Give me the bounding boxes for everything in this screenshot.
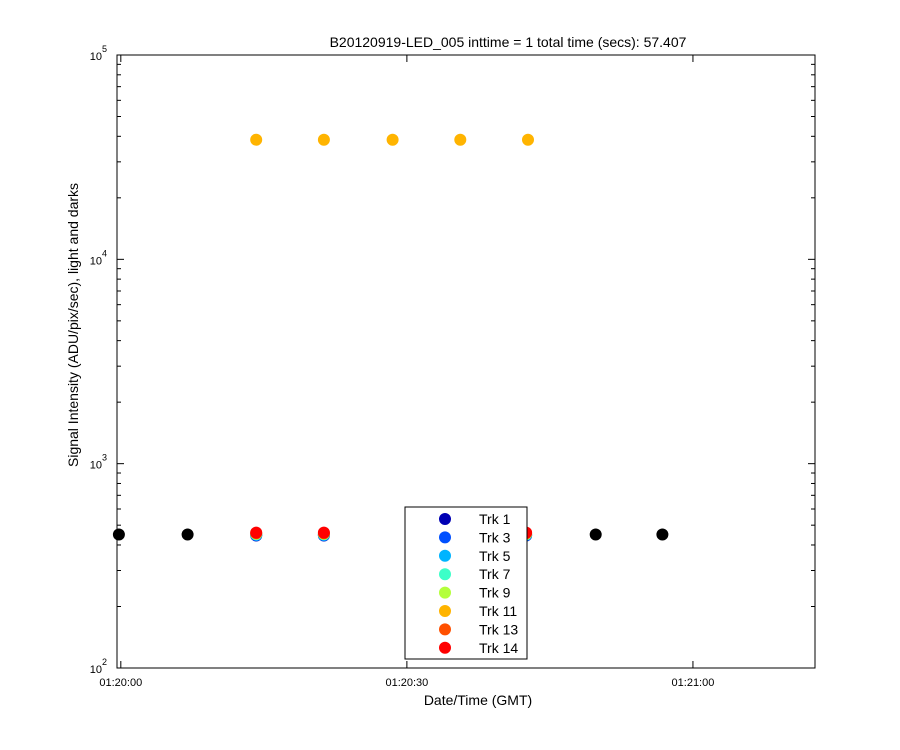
legend: Trk 1 Trk 3 Trk 5 Trk 7 Trk 9 Trk 11 Trk 13 Trk… — [404, 506, 528, 660]
data-point — [317, 526, 330, 539]
legend-marker — [439, 623, 451, 636]
legend-marker — [439, 513, 451, 525]
legend-marker — [439, 641, 451, 654]
legend-marker — [439, 605, 451, 617]
y-tick-label: 102 — [90, 657, 107, 676]
legend-label: Trk 13 — [479, 621, 518, 637]
legend-label: Trk 14 — [479, 640, 518, 656]
y-axis-ticks: 102 103 104 105 — [90, 44, 815, 676]
plot-area-frame — [116, 54, 816, 669]
y-tick-label: 104 — [90, 248, 107, 267]
data-point — [250, 526, 263, 539]
legend-label: Trk 7 — [479, 566, 511, 582]
data-point — [386, 133, 399, 146]
y-axis-label: Signal Intensity (ADU/pix/sec), light an… — [65, 183, 81, 467]
legend-label: Trk 5 — [479, 548, 511, 564]
x-tick-label: 01:20:30 — [385, 677, 428, 689]
x-axis-label: Date/Time (GMT) — [424, 692, 532, 708]
chart-title: B20120919-LED_005 inttime = 1 total time… — [330, 34, 687, 50]
x-axis-ticks: 01:20:00 01:20:30 01:21:00 — [99, 55, 714, 689]
legend-label: Trk 1 — [479, 511, 511, 527]
data-point — [589, 528, 602, 541]
legend-box — [404, 506, 528, 660]
x-tick-label: 01:20:00 — [99, 677, 142, 689]
y-tick-label: 105 — [90, 44, 107, 63]
data-point — [112, 528, 125, 541]
legend-label: Trk 11 — [479, 603, 517, 619]
data-point — [250, 133, 263, 146]
x-tick-label: 01:21:00 — [672, 677, 715, 689]
data-point — [656, 528, 669, 541]
data-points — [112, 133, 669, 542]
data-point — [522, 133, 534, 146]
legend-marker — [439, 531, 451, 544]
data-point — [317, 133, 330, 146]
y-tick-label: 103 — [90, 453, 107, 472]
legend-marker — [439, 549, 451, 562]
data-point — [181, 528, 194, 541]
legend-marker — [439, 586, 451, 599]
legend-marker — [439, 568, 451, 581]
legend-label: Trk 9 — [479, 585, 511, 601]
data-point — [454, 133, 467, 146]
legend-label: Trk 3 — [479, 529, 511, 545]
